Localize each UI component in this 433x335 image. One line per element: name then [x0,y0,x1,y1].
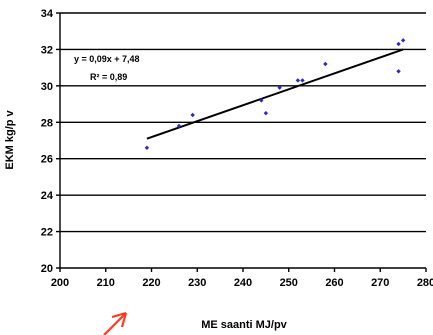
data-point [176,123,182,129]
y-tick-label: 30 [41,81,53,93]
data-point [396,69,401,74]
data-points [144,38,406,150]
arrow-shaft [103,312,127,335]
data-point [295,78,301,83]
pointer-arrow [103,311,128,335]
data-point [259,98,264,103]
trendline [146,48,404,140]
tick-labels: 20 22 24 26 28 30 32 34 200 210 220 230 240 250 260 270… [41,8,433,289]
x-tick-label: 210 [97,277,115,289]
y-tick-label: 20 [41,263,53,275]
data-point [396,41,401,47]
x-tick-label: 250 [280,277,298,289]
x-axis-title: ME saanti MJ/pv [201,319,287,331]
y-tick-label: 22 [41,227,53,239]
y-tick-label: 24 [41,190,54,202]
r-squared-label: R² = 0,89 [90,72,127,82]
data-point [190,112,195,118]
equation-label: y = 0,09x + 7,48 [74,54,140,64]
x-tick-label: 240 [234,277,252,289]
arrow-head-left [111,311,127,319]
y-tick-label: 28 [41,117,53,129]
x-tick-label: 260 [325,277,343,289]
axes [56,12,427,272]
data-point [400,38,406,43]
arrow-head-right [120,312,128,328]
x-tick-label: 280 [417,277,433,289]
y-axis-title: EKM kg/p v [4,109,16,169]
data-point [277,85,282,90]
data-point [144,145,150,150]
data-point [263,110,269,116]
x-tick-label: 220 [142,277,160,289]
y-tick-label: 26 [41,154,53,166]
y-tick-label: 32 [41,44,53,56]
x-tick-label: 230 [188,277,206,289]
x-tick-label: 200 [51,277,69,289]
y-tick-label: 34 [41,8,54,20]
data-point [323,61,328,67]
gridlines [60,12,426,233]
data-point [300,78,305,83]
trendline-group [146,48,404,140]
x-tick-label: 270 [371,277,389,289]
